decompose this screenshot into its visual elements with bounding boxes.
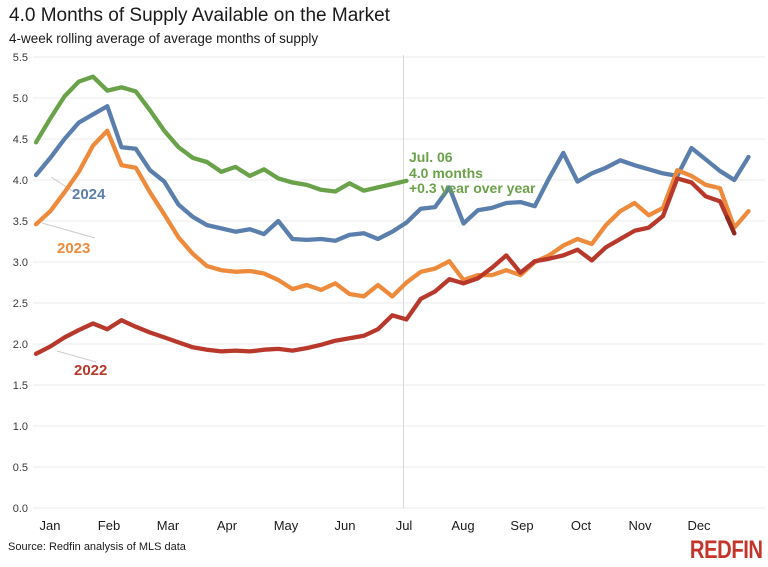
x-month-label: Aug	[451, 518, 474, 533]
x-month-label: Apr	[217, 518, 238, 533]
y-tick-label: 5.0	[13, 93, 28, 105]
x-month-label: Feb	[98, 518, 120, 533]
y-tick-label: 4.0	[13, 175, 28, 187]
y-tick-label: 3.5	[13, 216, 28, 228]
x-month-label: Jun	[335, 518, 356, 533]
y-tick-label: 1.5	[13, 380, 28, 392]
series-line-current	[36, 77, 407, 192]
series-label-2023: 2023	[57, 240, 90, 257]
label-leader-line	[42, 223, 95, 238]
annotation-date: Jul. 06	[409, 150, 536, 166]
redfin-logo: REDFIN	[690, 535, 763, 565]
source-note: Source: Redfin analysis of MLS data	[8, 541, 186, 553]
months-of-supply-line-chart: 0.0 0.5 1.0 1.5 2.0 2.5 3.0 3.5 4.0 4.5 5.0 5.5 Jan F…	[0, 0, 768, 567]
y-tick-label: 0.5	[13, 462, 28, 474]
x-month-label: Mar	[157, 518, 180, 533]
y-tick-label: 2.5	[13, 298, 28, 310]
y-tick-label: 3.0	[13, 257, 28, 269]
annotation-value: 4.0 months	[409, 166, 536, 182]
x-month-label: Sep	[510, 518, 533, 533]
series-label-2024: 2024	[72, 186, 105, 203]
label-leader-line	[57, 351, 96, 362]
current-value-annotation: Jul. 06 4.0 months +0.3 year over year	[409, 150, 536, 197]
x-month-label: Oct	[571, 518, 592, 533]
y-tick-label: 5.5	[13, 52, 28, 64]
y-tick-label: 2.0	[13, 339, 28, 351]
x-month-label: Jul	[396, 518, 413, 533]
chart-page: { "header": { "title": "4.0 Months of Su…	[0, 0, 768, 567]
x-month-label: May	[274, 518, 299, 533]
y-tick-label: 4.5	[13, 134, 28, 146]
series-label-2022: 2022	[74, 362, 107, 379]
annotation-yoy: +0.3 year over year	[409, 181, 536, 197]
y-tick-label: 1.0	[13, 421, 28, 433]
x-month-label: Dec	[687, 518, 711, 533]
x-month-label: Nov	[628, 518, 652, 533]
y-tick-label: 0.0	[13, 503, 28, 515]
x-month-label: Jan	[40, 518, 61, 533]
